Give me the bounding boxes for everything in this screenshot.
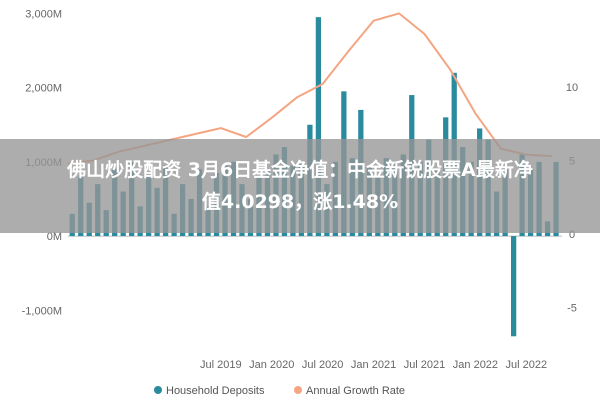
y-left-tick-label: 3,000M xyxy=(25,8,62,20)
x-tick-label: Jan 2022 xyxy=(453,359,498,371)
y-right-tick-label: 0 xyxy=(569,229,575,241)
x-tick-label: Jul 2021 xyxy=(404,359,446,371)
headline-line-1: 佛山炒股配资 3月6日基金净值：中金新锐股票A最新净 xyxy=(67,159,533,181)
y-left-tick-label: -1,000M xyxy=(22,305,62,317)
chart-legend: Household Deposits Annual Growth Rate xyxy=(154,385,405,397)
y-left-tick-label: 0M xyxy=(47,231,62,243)
y-right-tick-label: 10 xyxy=(566,82,578,94)
y-left-tick-label: 2,000M xyxy=(25,83,62,95)
headline-line-2: 值4.0298，涨1.48% xyxy=(201,191,399,213)
bar xyxy=(510,236,517,337)
x-axis: Jul 2019 Jan 2020 Jul 2020 Jan 2021 Jul 2021… xyxy=(200,359,547,371)
x-tick-label: Jan 2021 xyxy=(351,359,396,371)
x-tick-label: Jul 2022 xyxy=(506,359,548,371)
x-tick-label: Jul 2019 xyxy=(200,359,242,371)
bar xyxy=(315,17,322,237)
headline-banner: 佛山炒股配资 3月6日基金净值：中金新锐股票A最新净 值4.0298，涨1.48… xyxy=(0,139,600,233)
legend-marker-household-deposits xyxy=(154,386,162,394)
y-right-tick-label: -5 xyxy=(567,303,577,315)
legend-label-annual-growth-rate: Annual Growth Rate xyxy=(306,385,405,397)
x-tick-label: Jul 2020 xyxy=(302,359,344,371)
x-tick-label: Jan 2020 xyxy=(249,359,294,371)
legend-label-household-deposits: Household Deposits xyxy=(166,385,265,397)
legend-marker-annual-growth-rate xyxy=(294,386,302,394)
